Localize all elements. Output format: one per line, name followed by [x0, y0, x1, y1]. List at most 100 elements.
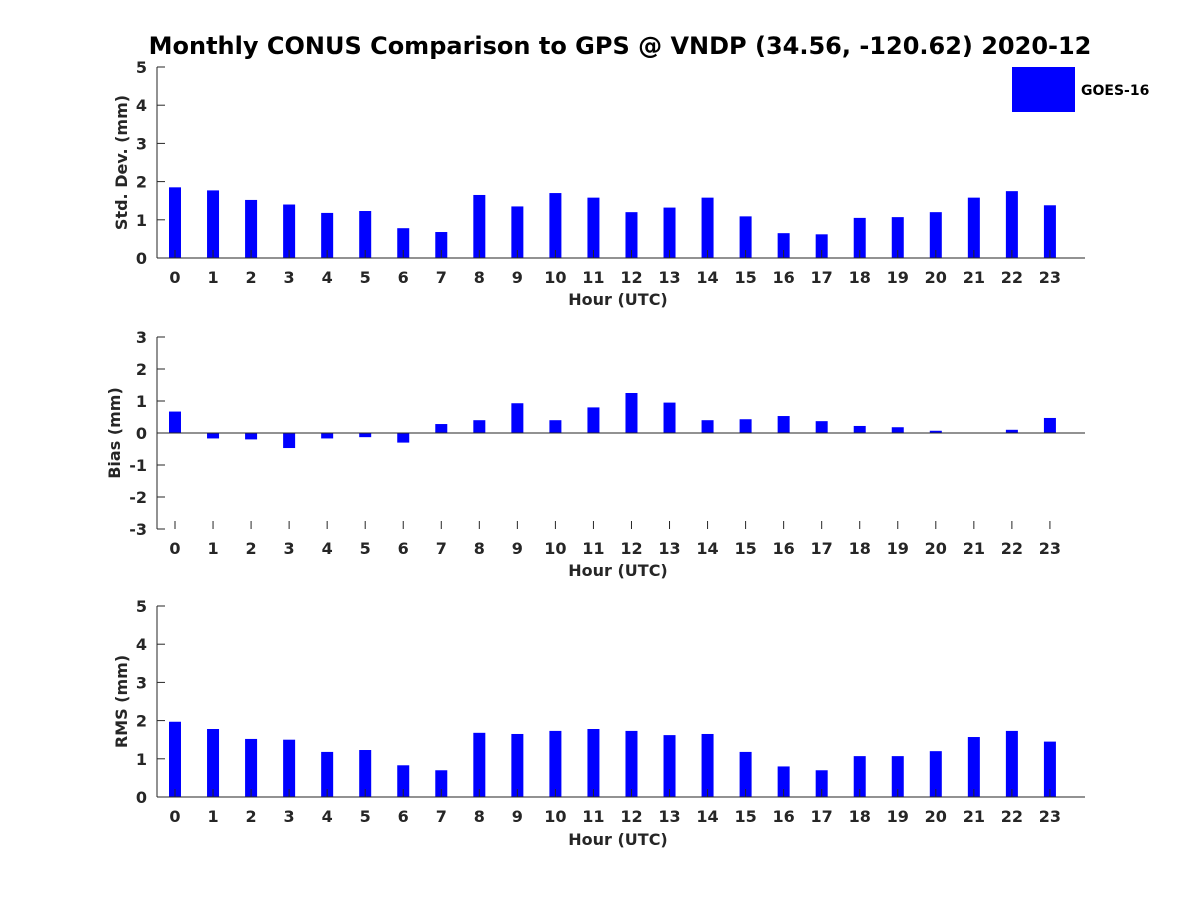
x-tick-label: 21 [963, 807, 985, 826]
y-tick-label: 3 [136, 134, 147, 153]
x-tick-label: 15 [734, 539, 756, 558]
bar-hour-15 [739, 216, 752, 258]
x-tick-label: 23 [1039, 268, 1061, 287]
y-tick-label: 0 [136, 249, 147, 268]
bar-hour-11 [587, 197, 600, 258]
bar-hour-10 [549, 420, 562, 433]
x-tick-label: 5 [360, 539, 371, 558]
x-tick-label: 4 [322, 539, 333, 558]
bar-hour-12 [625, 212, 638, 258]
bar-hour-17 [815, 421, 828, 433]
x-tick-label: 17 [811, 539, 833, 558]
legend-label-goes-16: GOES-16 [1081, 83, 1149, 99]
x-tick-label: 9 [512, 268, 523, 287]
bar-hour-6 [397, 433, 410, 443]
x-tick-label: 19 [887, 268, 909, 287]
y-tick-label: 2 [136, 173, 147, 192]
x-tick-label: 19 [887, 539, 909, 558]
x-tick-label: 18 [849, 268, 871, 287]
x-tick-label: 18 [849, 807, 871, 826]
bar-hour-20 [929, 430, 942, 433]
x-tick-label: 16 [773, 539, 795, 558]
bar-hour-0 [169, 411, 181, 433]
x-tick-label: 16 [773, 807, 795, 826]
x-tick-label: 8 [474, 807, 485, 826]
bar-hour-13 [663, 207, 676, 258]
x-tick-label: 21 [963, 268, 985, 287]
bar-hour-1 [207, 190, 220, 258]
x-tick-label: 16 [773, 268, 795, 287]
x-tick-label: 21 [963, 539, 985, 558]
y-tick-label: -2 [129, 488, 147, 507]
bar-hour-13 [663, 402, 676, 433]
x-tick-label: 12 [620, 539, 642, 558]
bar-hour-0 [169, 721, 181, 797]
bar-hour-16 [777, 233, 790, 258]
x-tick-label: 12 [620, 268, 642, 287]
x-tick-label: 23 [1039, 539, 1061, 558]
y-tick-label: 1 [136, 392, 147, 411]
x-tick-label: 6 [398, 807, 409, 826]
bar-hour-8 [473, 732, 486, 797]
bar-hour-8 [473, 194, 486, 258]
bar-hour-4 [321, 212, 334, 258]
bar-hour-7 [435, 424, 448, 433]
x-tick-label: 23 [1039, 807, 1061, 826]
x-axis-label: Hour (UTC) [568, 830, 668, 849]
bar-hour-16 [777, 416, 790, 433]
x-tick-label: 22 [1001, 539, 1023, 558]
x-tick-label: 7 [436, 268, 447, 287]
x-tick-label: 3 [284, 539, 295, 558]
bar-hour-12 [625, 393, 638, 433]
y-tick-label: 2 [136, 712, 147, 731]
bar-hour-9 [511, 206, 524, 258]
bar-hour-11 [587, 407, 600, 433]
bar-hour-19 [891, 217, 904, 258]
bar-hour-6 [397, 765, 410, 797]
bar-hour-14 [701, 733, 714, 797]
y-tick-label: 4 [136, 96, 147, 115]
bar-hour-16 [777, 766, 790, 797]
x-tick-label: 17 [811, 807, 833, 826]
bar-hour-5 [359, 433, 372, 438]
y-tick-label: 1 [136, 211, 147, 230]
figure-title: Monthly CONUS Comparison to GPS @ VNDP (… [149, 32, 1092, 60]
bar-hour-21 [967, 197, 980, 258]
x-tick-label: 7 [436, 807, 447, 826]
x-tick-label: 2 [246, 539, 257, 558]
x-tick-label: 18 [849, 539, 871, 558]
legend-swatch-goes-16 [1012, 67, 1075, 112]
x-axis-label: Hour (UTC) [568, 290, 668, 309]
x-tick-label: 20 [925, 807, 947, 826]
x-tick-label: 4 [322, 268, 333, 287]
bar-hour-4 [321, 751, 334, 797]
bar-hour-22 [1005, 730, 1018, 797]
y-tick-label: -3 [129, 520, 147, 539]
bar-hour-15 [739, 751, 752, 797]
x-tick-label: 14 [696, 539, 718, 558]
bar-hour-6 [397, 228, 410, 258]
bar-hour-22 [1005, 191, 1018, 258]
bar-hour-14 [701, 420, 714, 433]
bar-hour-20 [929, 751, 942, 797]
x-tick-label: 8 [474, 268, 485, 287]
bar-hour-11 [587, 729, 600, 797]
bar-hour-5 [359, 211, 372, 258]
x-tick-label: 4 [322, 807, 333, 826]
bar-hour-7 [435, 770, 448, 797]
x-tick-label: 13 [658, 539, 680, 558]
bar-hour-19 [891, 756, 904, 797]
bar-hour-15 [739, 419, 752, 433]
bar-hour-9 [511, 403, 524, 433]
y-tick-label: -1 [129, 456, 147, 475]
x-tick-label: 6 [398, 539, 409, 558]
bar-hour-0 [169, 187, 181, 258]
x-tick-label: 5 [360, 268, 371, 287]
x-tick-label: 22 [1001, 268, 1023, 287]
x-tick-label: 10 [544, 807, 566, 826]
x-tick-label: 9 [512, 539, 523, 558]
